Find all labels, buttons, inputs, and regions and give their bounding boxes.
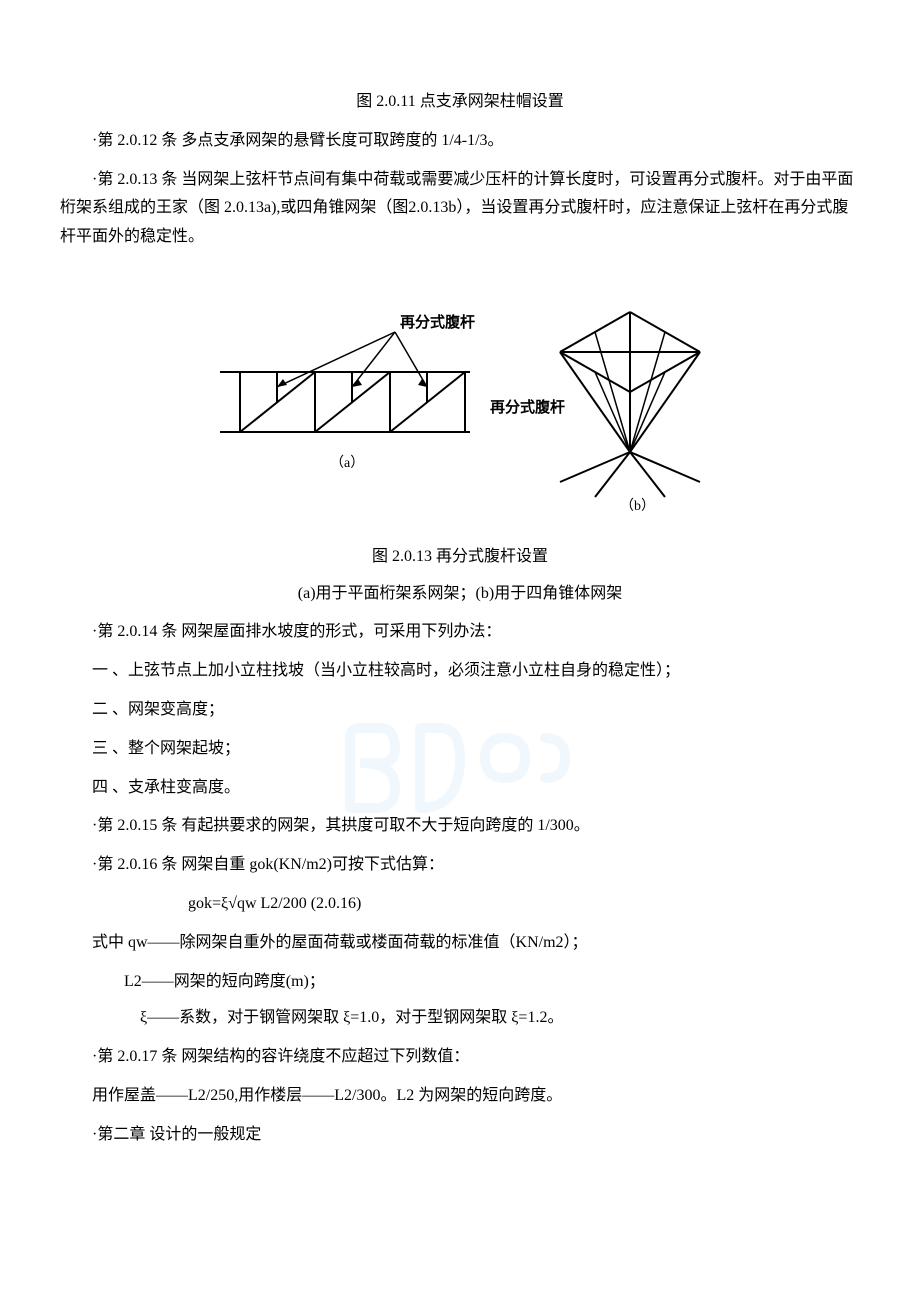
variable-qw: 式中 qw——除网架自重外的屋面荷载或楼面荷载的标准值（KN/m2）；	[60, 929, 860, 958]
figure-label-mid: 再分式腹杆	[490, 398, 565, 416]
clause-2-0-15: ·第 2.0.15 条 有起拱要求的网架，其拱度可取不大于短向跨度的 1/300…	[60, 812, 860, 841]
list-item-2: 二 、网架变高度；	[60, 696, 860, 725]
figure-2-0-13: 再分式腹杆 （a）	[60, 272, 860, 523]
figure-sublabel-a: （a）	[330, 455, 364, 471]
chapter-2-heading: ·第二章 设计的一般规定	[60, 1121, 860, 1150]
figure-caption-2-0-13: 图 2.0.13 再分式腹杆设置	[60, 543, 860, 572]
figure-label-top: 再分式腹杆	[400, 313, 475, 331]
formula-2-0-16: gok=ξ√qw L2/200 (2.0.16)	[60, 890, 860, 919]
list-item-4: 四 、支承柱变高度。	[60, 774, 860, 803]
figure-caption-2-0-13-sub: (a)用于平面桁架系网架；(b)用于四角锥体网架	[60, 580, 860, 609]
clause-2-0-14: ·第 2.0.14 条 网架屋面排水坡度的形式，可采用下列办法：	[60, 618, 860, 647]
variable-l2: L2——网架的短向跨度(m)；	[60, 968, 860, 997]
variable-xi: ξ——系数，对于钢管网架取 ξ=1.0，对于型钢网架取 ξ=1.2。	[60, 1004, 860, 1033]
clause-2-0-17: ·第 2.0.17 条 网架结构的容许绕度不应超过下列数值：	[60, 1043, 860, 1072]
clause-2-0-13: ·第 2.0.13 条 当网架上弦杆节点间有集中荷载或需要减少压杆的计算长度时，…	[60, 166, 860, 252]
clause-2-0-17-detail: 用作屋盖——L2/250,用作楼层——L2/300。L2 为网架的短向跨度。	[60, 1082, 860, 1111]
list-item-1: 一 、上弦节点上加小立柱找坡（当小立柱较高时，必须注意小立柱自身的稳定性）；	[60, 657, 860, 686]
list-item-3: 三 、整个网架起坡；	[60, 735, 860, 764]
clause-2-0-16: ·第 2.0.16 条 网架自重 gok(KN/m2)可按下式估算：	[60, 851, 860, 880]
figure-caption-2-0-11: 图 2.0.11 点支承网架柱帽设置	[60, 88, 860, 117]
figure-sublabel-b: （b）	[620, 498, 655, 512]
clause-2-0-12: ·第 2.0.12 条 多点支承网架的悬臂长度可取跨度的 1/4-1/3。	[60, 127, 860, 156]
